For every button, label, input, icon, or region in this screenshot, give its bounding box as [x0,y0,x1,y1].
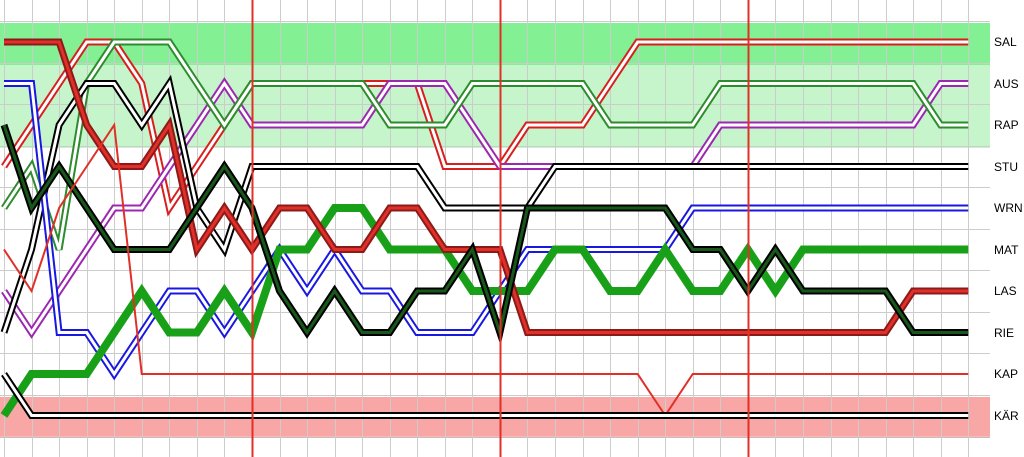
series-line-AUS [1,77,969,339]
series-core-LAS [4,40,969,334]
team-label-kär: KÄR [994,408,1019,423]
team-label-rap: RAP [994,118,1019,132]
series-line-RAP [1,38,969,251]
team-label-stu: STU [994,159,1018,174]
series-core-RIE [2,124,969,339]
series-line-RIE [0,123,969,346]
series-line-STU [0,74,969,334]
series-core-SAL [2,40,969,212]
series-core-STU [2,79,969,333]
series-line-KAP [3,122,969,418]
series-line-SAL [1,38,969,217]
series-core-AUS [2,80,969,336]
series-layer [0,38,969,419]
series-line-LAS [4,38,969,336]
series-core-KAP [3,122,969,418]
team-axis-labels: SAL AUS RAP STU WRN MAT LAS RIE KAP KÄR [990,0,1024,457]
team-label-mat: MAT [994,242,1019,257]
team-label-kap: KAP [994,367,1019,381]
team-label-aus: AUS [994,76,1019,91]
team-label-las: LAS [994,284,1017,298]
series-core-RAP [2,40,969,250]
marker-lines-layer [251,0,750,457]
chart-plot-area [0,0,990,457]
grid-layer [0,0,990,457]
team-label-rie: RIE [994,325,1015,340]
series-line-WRN [4,80,969,381]
series-line-KÄR [1,372,969,419]
series-core-WRN [4,82,969,377]
team-label-wrn: WRN [994,201,1023,215]
series-core-KÄR [2,373,969,417]
team-label-sal: SAL [994,35,1017,49]
